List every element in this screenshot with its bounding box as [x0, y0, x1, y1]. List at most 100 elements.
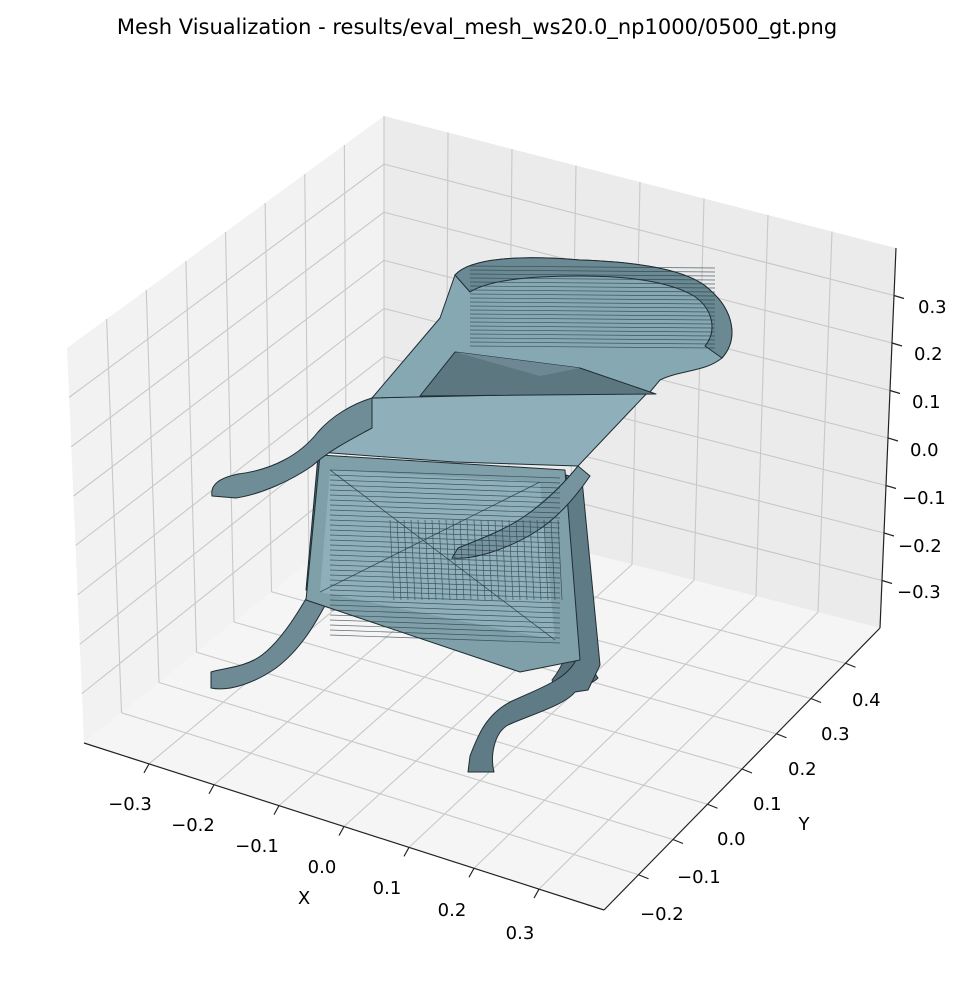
mesh-edge-line: [329, 614, 561, 624]
z-tick-mark: [889, 389, 901, 395]
mesh-edge-line: [431, 519, 437, 601]
mesh-edge-line: [329, 519, 561, 529]
mesh-edge-line: [452, 519, 458, 601]
mesh-edge-line: [329, 484, 561, 494]
mesh-edge-line: [417, 519, 423, 601]
mesh-edge-line: [389, 519, 395, 601]
wall-grid-line: [755, 214, 769, 597]
mesh-edge-line: [494, 519, 500, 601]
z-tick-mark: [887, 437, 899, 442]
mesh-edge-line: [469, 333, 716, 337]
tick-marks: [143, 294, 905, 899]
mesh-edge-line: [329, 494, 561, 504]
x-tick-mark: [533, 888, 540, 899]
x-tick-mark: [338, 826, 345, 836]
y-tick-label: 0.3: [821, 724, 850, 745]
mesh-edge-line: [396, 519, 402, 601]
mesh-edge-line: [469, 309, 716, 313]
mesh-edge-line: [329, 599, 561, 609]
y-tick-mark: [707, 803, 718, 809]
z-tick-mark: [885, 484, 897, 490]
x-tick-mark: [143, 763, 150, 774]
mesh-edge-line: [329, 604, 561, 614]
floor-pane: [84, 501, 880, 910]
mesh-edge-line: [329, 479, 561, 489]
y-axis-label: Y: [798, 814, 811, 835]
mesh-edge-line: [403, 519, 409, 601]
back-left-pane: [67, 116, 384, 743]
front-right-leg: [467, 474, 601, 773]
mesh-edge-line: [438, 519, 444, 601]
z-tick-label: −0.3: [897, 582, 941, 603]
mesh-edge-line: [329, 564, 561, 574]
mesh-edge-line: [329, 574, 561, 584]
chair-back-rim: [454, 257, 733, 359]
mesh-edge-line: [329, 469, 561, 479]
wall-grid-line: [73, 259, 385, 497]
mesh-edge-line: [466, 519, 472, 601]
wall-grid-line: [68, 163, 385, 398]
mesh-edge-line: [550, 519, 556, 601]
mesh-edge-line: [329, 609, 561, 619]
x-tick-label: 0.1: [373, 878, 402, 899]
mesh-edge-line: [329, 634, 561, 644]
y-tick-label: −0.2: [640, 904, 684, 925]
panel-diagonal: [319, 481, 541, 593]
mesh-edge-line: [469, 337, 716, 341]
x-tick-label: 0.3: [506, 923, 535, 944]
mesh-edge-line: [469, 345, 716, 349]
wall-grid-line: [693, 198, 705, 581]
mesh-edge-line: [329, 569, 561, 579]
mesh-edge-line: [529, 519, 535, 601]
mesh-edge-line: [469, 305, 716, 309]
z-tick-label: 0.2: [914, 344, 943, 365]
mesh-edge-line: [329, 554, 561, 564]
mesh-edge-line: [469, 269, 716, 273]
mesh-edge-line: [329, 489, 561, 499]
mesh-edge-line: [469, 313, 716, 317]
mesh-edge-line: [329, 499, 561, 509]
x-tick-mark: [208, 784, 215, 795]
z-tick-label: −0.2: [898, 536, 942, 557]
figure-title: Mesh Visualization - results/eval_mesh_w…: [117, 15, 837, 40]
mesh-edge-line: [469, 277, 716, 281]
mesh-edge-line: [329, 524, 561, 534]
floor-grid-line: [233, 621, 743, 770]
right-armrest: [451, 465, 591, 559]
mesh-edge-line: [469, 301, 716, 305]
mesh-edge-line: [469, 265, 716, 269]
mesh-edge-line: [329, 589, 561, 599]
x-axis-label: X: [298, 888, 310, 909]
y-tick-mark: [672, 838, 684, 845]
z-tick-mark: [893, 294, 905, 300]
mesh-edge-line: [329, 584, 561, 594]
y-tick-mark: [638, 874, 649, 880]
y-tick-label: 0.1: [753, 794, 782, 815]
mesh-edge-line: [329, 579, 561, 589]
y-tick-labels: −0.2 −0.1 0.0 0.1 0.2 0.3 0.4: [640, 690, 881, 925]
mesh-edge-line: [469, 297, 716, 301]
mesh-edge-line: [469, 341, 716, 345]
mesh-edge-line: [487, 519, 493, 601]
z-tick-label: 0.0: [910, 440, 939, 461]
chair-back-recess-light: [455, 352, 580, 376]
x-tick-label: −0.3: [108, 794, 152, 815]
y-tick-mark: [810, 697, 822, 704]
wall-grid-line: [817, 231, 833, 613]
front-panel-inner: [320, 470, 555, 640]
mesh-edge-line: [501, 519, 507, 601]
z-tick-mark: [883, 532, 895, 537]
mesh-edge-line: [329, 559, 561, 569]
floor-grid-line: [158, 681, 674, 841]
x-tick-label: 0.0: [308, 857, 337, 878]
mesh-edge-line: [410, 519, 416, 601]
z-tick-mark: [891, 342, 903, 347]
mesh-edge-line: [557, 519, 563, 601]
mesh-edge-line: [469, 273, 716, 277]
mesh-edge-line: [480, 519, 486, 601]
mesh-edge-line: [469, 317, 716, 321]
mesh-edge-line: [469, 325, 716, 329]
mesh-edge-line: [424, 519, 430, 601]
x-tick-label: −0.2: [171, 815, 215, 836]
